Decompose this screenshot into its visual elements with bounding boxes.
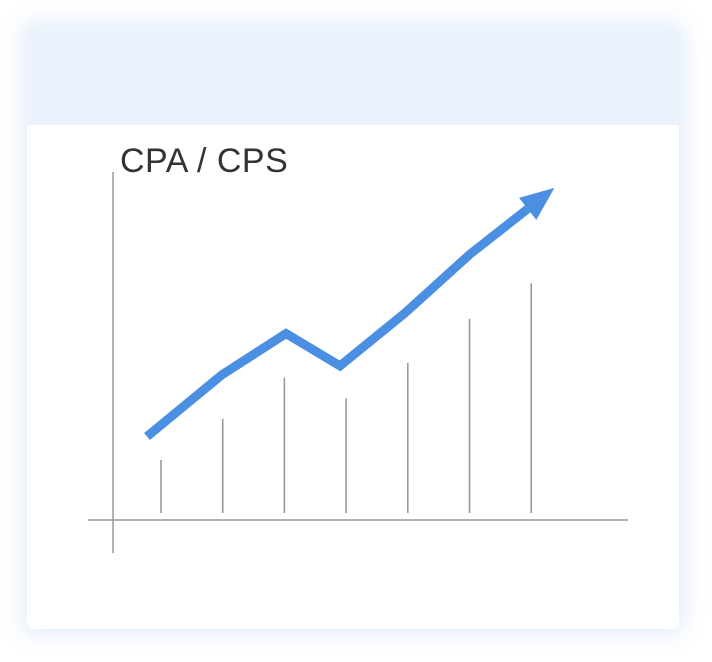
card-header <box>27 27 679 125</box>
trend-line <box>144 205 531 440</box>
chart-card <box>27 27 679 629</box>
trend-series <box>144 187 555 440</box>
bar-series <box>160 283 533 513</box>
trend-arrow-head <box>519 187 555 220</box>
chart-title: CPA / CPS <box>120 142 289 180</box>
